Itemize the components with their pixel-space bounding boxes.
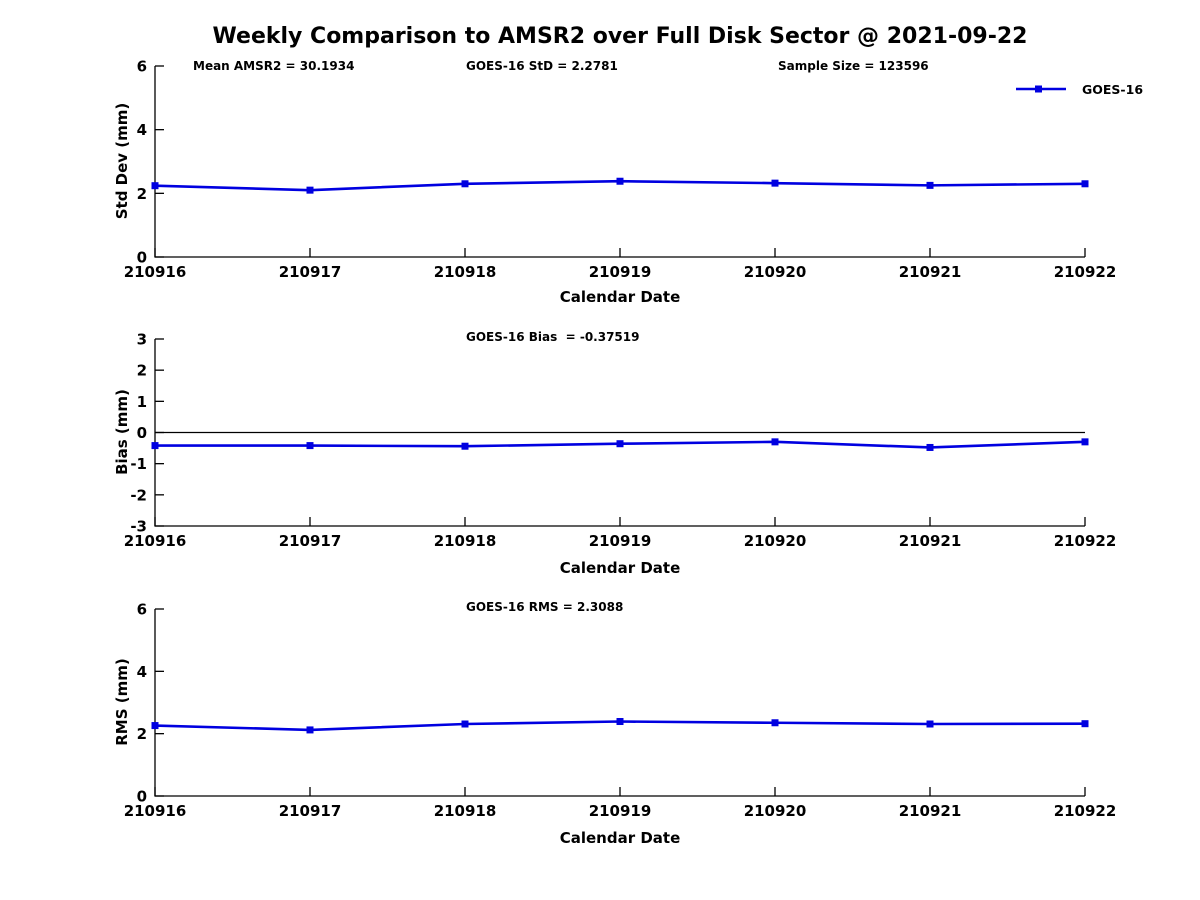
annotation-goes16-std: GOES-16 StD = 2.2781 — [466, 59, 618, 73]
x-tick-label: 210921 — [899, 532, 962, 550]
data-point-marker — [151, 182, 159, 190]
data-point-marker — [771, 719, 779, 727]
x-tick-label: 210920 — [744, 263, 807, 281]
chart-std-dev: 0 2 4 6 210916 210917 210918 210919 210920 210921… — [124, 58, 1117, 282]
data-point-marker — [616, 177, 624, 185]
x-tick-label: 210921 — [899, 802, 962, 820]
axes-spines — [154, 609, 1085, 797]
x-tick-label: 210918 — [434, 263, 497, 281]
x-tick-label: 210917 — [279, 263, 342, 281]
y-tick-label: 2 — [137, 725, 147, 743]
annotation-sample-size: Sample Size = 123596 — [778, 59, 929, 73]
x-tick-label: 210922 — [1054, 802, 1117, 820]
x-tick-label: 210917 — [279, 802, 342, 820]
y-tick-label: -2 — [130, 486, 147, 504]
y-tick-label: 0 — [137, 249, 147, 267]
data-point-marker — [151, 442, 159, 450]
data-point-marker — [461, 720, 469, 728]
data-point-marker — [771, 438, 779, 446]
data-point-marker — [926, 443, 934, 451]
x-tick-label: 210921 — [899, 263, 962, 281]
y-tick-label: 2 — [137, 185, 147, 203]
data-point-marker — [616, 440, 624, 448]
x-tick-label: 210916 — [124, 802, 187, 820]
x-tick-label: 210919 — [589, 802, 652, 820]
x-tick-label: 210919 — [589, 263, 652, 281]
data-point-marker — [926, 720, 934, 728]
legend-line-swatch-icon — [1016, 85, 1066, 93]
y-tick-label: 4 — [137, 663, 147, 681]
legend-label: GOES-16 — [1082, 81, 1144, 97]
data-point-marker — [306, 186, 314, 194]
data-point-marker — [1081, 720, 1089, 728]
x-tick-label: 210922 — [1054, 263, 1117, 281]
y-tick-label: -3 — [130, 518, 147, 536]
annotation-goes16-rms: GOES-16 RMS = 2.3088 — [466, 600, 624, 614]
y-tick-label: 0 — [137, 424, 147, 442]
data-point-marker — [1081, 180, 1089, 188]
rms-y-axis-label: RMS (mm) — [113, 658, 131, 746]
data-point-marker — [461, 442, 469, 450]
y-tick-label: 1 — [137, 393, 147, 411]
data-point-marker — [616, 718, 624, 726]
data-point-marker — [306, 442, 314, 450]
axes-spines — [154, 66, 1085, 258]
data-point-marker — [1081, 438, 1089, 446]
annotation-goes16-bias: GOES-16 Bias = -0.37519 — [466, 330, 640, 344]
x-tick-label: 210922 — [1054, 532, 1117, 550]
calendar-date-label-middle: Calendar Date — [559, 559, 681, 577]
y-tick-label: 4 — [137, 121, 147, 139]
chart-rms: 0 2 4 6 210916 210917 210918 210919 210920 210921… — [124, 601, 1117, 821]
x-tick-label: 210918 — [434, 802, 497, 820]
bias-y-axis-label: Bias (mm) — [113, 389, 131, 475]
legend: GOES-16 — [1016, 81, 1143, 97]
std-dev-y-axis-label: Std Dev (mm) — [113, 102, 131, 220]
x-tick-label: 210916 — [124, 532, 187, 550]
data-point-marker — [306, 726, 314, 734]
y-tick-label: 6 — [137, 601, 147, 619]
y-tick-label: -1 — [130, 455, 147, 473]
data-point-marker — [926, 181, 934, 189]
y-tick-label: 0 — [137, 788, 147, 806]
figure-title: Weekly Comparison to AMSR2 over Full Dis… — [212, 24, 1028, 49]
y-tick-label: 2 — [137, 362, 147, 380]
annotation-mean-amsr2: Mean AMSR2 = 30.1934 — [193, 59, 355, 73]
x-tick-label: 210918 — [434, 532, 497, 550]
x-tick-label: 210916 — [124, 263, 187, 281]
calendar-date-label-bottom: Calendar Date — [559, 829, 681, 847]
data-point-marker — [771, 179, 779, 187]
y-tick-label: 3 — [137, 331, 147, 349]
y-tick-label: 6 — [137, 58, 147, 76]
chart-bias: -3 -2 -1 0 1 2 3 210916 210917 210918 210919 210920… — [124, 331, 1117, 551]
data-point-marker — [461, 180, 469, 188]
data-point-marker — [151, 722, 159, 730]
x-tick-label: 210919 — [589, 532, 652, 550]
calendar-date-label-top: Calendar Date — [559, 288, 681, 306]
x-tick-label: 210917 — [279, 532, 342, 550]
x-tick-label: 210920 — [744, 532, 807, 550]
x-tick-label: 210920 — [744, 802, 807, 820]
